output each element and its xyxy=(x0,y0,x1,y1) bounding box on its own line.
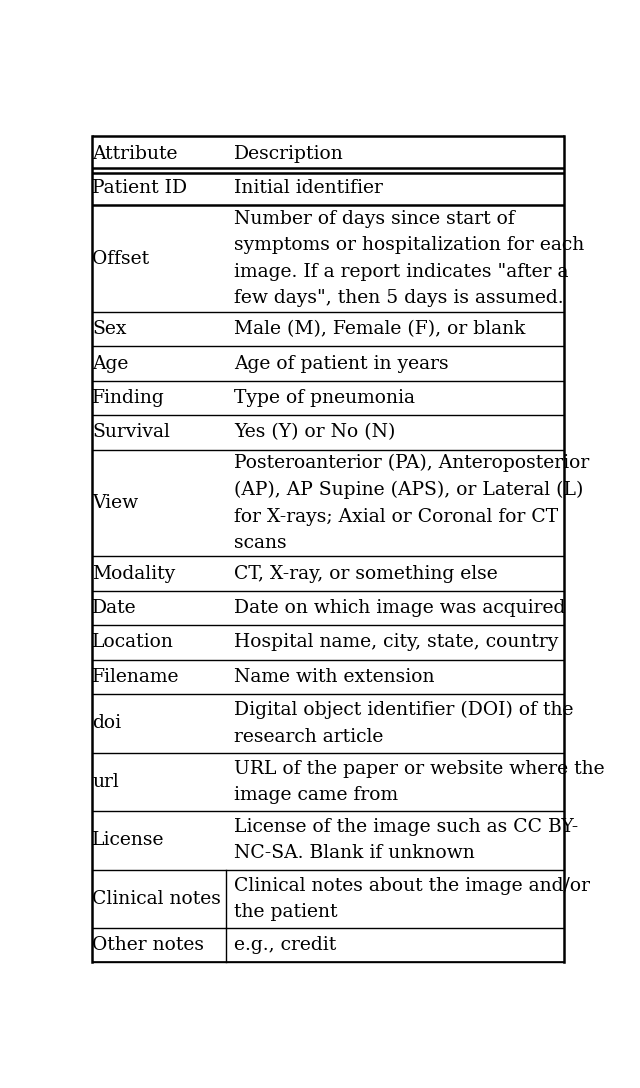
Text: URL of the paper or website where the
image came from: URL of the paper or website where the im… xyxy=(234,759,604,804)
Text: CT, X-ray, or something else: CT, X-ray, or something else xyxy=(234,565,497,582)
Text: Location: Location xyxy=(92,633,174,652)
Text: Yes (Y) or No (N): Yes (Y) or No (N) xyxy=(234,423,395,442)
Text: Modality: Modality xyxy=(92,565,175,582)
Text: doi: doi xyxy=(92,714,122,732)
Text: Survival: Survival xyxy=(92,423,170,442)
Text: url: url xyxy=(92,772,119,791)
Text: Sex: Sex xyxy=(92,320,127,338)
Text: Name with extension: Name with extension xyxy=(234,668,435,685)
Text: Initial identifier: Initial identifier xyxy=(234,180,383,197)
Text: Date: Date xyxy=(92,599,137,617)
Text: Other notes: Other notes xyxy=(92,937,204,954)
Text: View: View xyxy=(92,494,138,512)
Text: Age: Age xyxy=(92,355,129,372)
Text: Description: Description xyxy=(234,145,344,162)
Text: Hospital name, city, state, country: Hospital name, city, state, country xyxy=(234,633,558,652)
Text: Posteroanterior (PA), Anteroposterior
(AP), AP Supine (APS), or Lateral (L)
for : Posteroanterior (PA), Anteroposterior (A… xyxy=(234,454,589,552)
Text: Attribute: Attribute xyxy=(92,145,178,162)
Text: License of the image such as CC BY-
NC-SA. Blank if unknown: License of the image such as CC BY- NC-S… xyxy=(234,818,578,863)
Text: Clinical notes: Clinical notes xyxy=(92,890,221,907)
Text: Offset: Offset xyxy=(92,249,150,268)
Text: Male (M), Female (F), or blank: Male (M), Female (F), or blank xyxy=(234,320,525,338)
Text: Clinical notes about the image and/or
the patient: Clinical notes about the image and/or th… xyxy=(234,877,590,920)
Text: Date on which image was acquired: Date on which image was acquired xyxy=(234,599,565,617)
Text: Finding: Finding xyxy=(92,390,165,407)
Text: e.g., credit: e.g., credit xyxy=(234,937,336,954)
Text: Number of days since start of
symptoms or hospitalization for each
image. If a r: Number of days since start of symptoms o… xyxy=(234,210,584,307)
Text: Age of patient in years: Age of patient in years xyxy=(234,355,449,372)
Text: Patient ID: Patient ID xyxy=(92,180,188,197)
Text: Digital object identifier (DOI) of the
research article: Digital object identifier (DOI) of the r… xyxy=(234,701,573,745)
Text: Filename: Filename xyxy=(92,668,180,685)
Text: Type of pneumonia: Type of pneumonia xyxy=(234,390,415,407)
Text: License: License xyxy=(92,831,165,850)
